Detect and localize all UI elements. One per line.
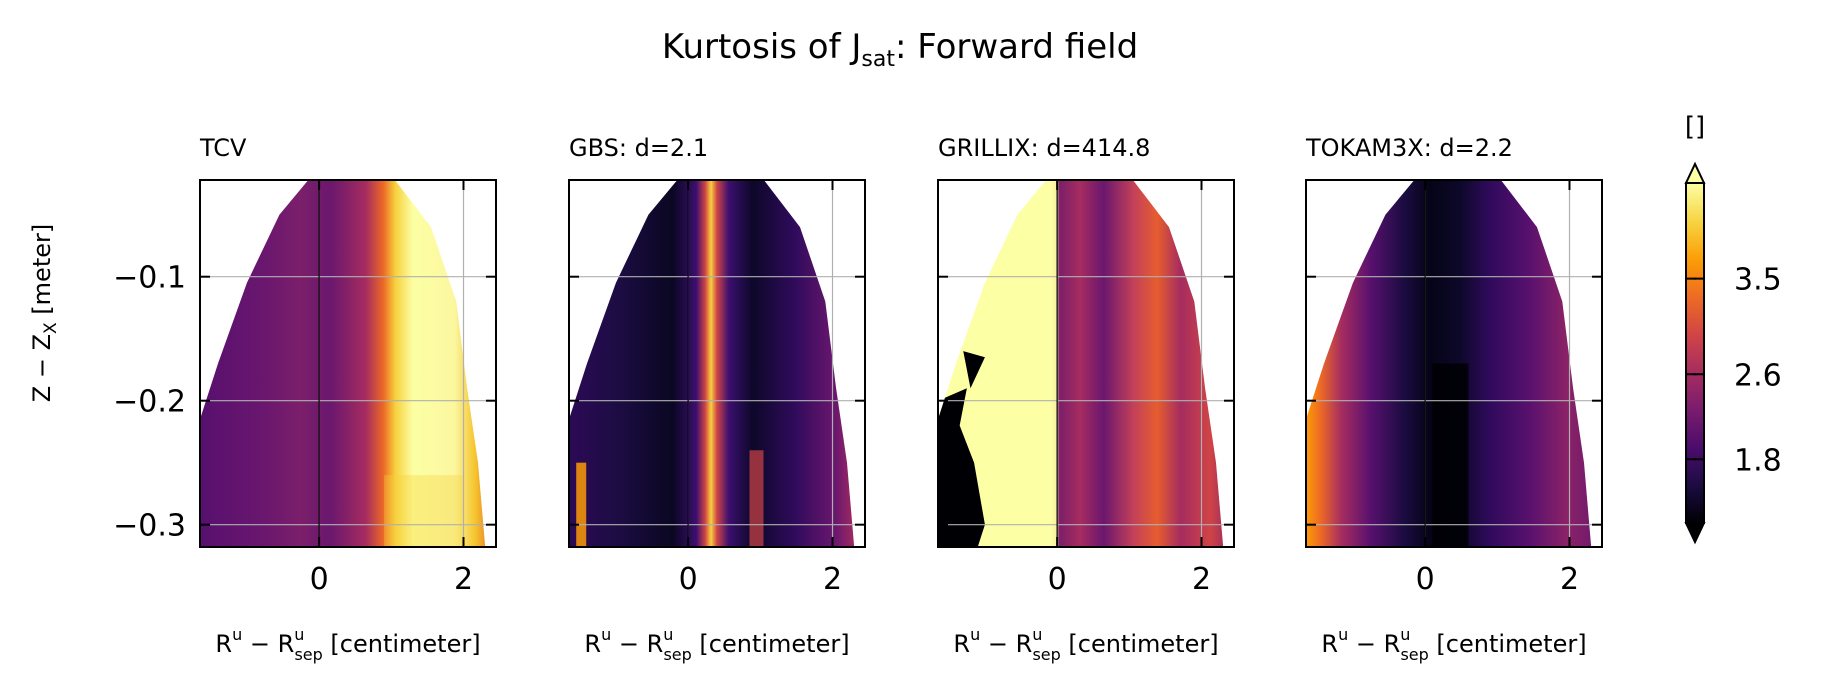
heatmap-field (938, 180, 1224, 547)
heatmap-field (1306, 180, 1592, 547)
ticks (938, 180, 1234, 547)
axes-frame (1305, 179, 1603, 548)
x-axis-label: Ru − Ru sep [centimeter] (215, 625, 480, 664)
panel-title: TOKAM3X: d=2.2 (1305, 134, 1513, 162)
panel-3: GRILLIX: d=414.8 0 2 Ru − Ru sep [centimeter… (937, 134, 1235, 664)
x-tick-label: 2 (823, 562, 842, 597)
colorbar-label: [] (1685, 112, 1705, 142)
y-tick-label: −0.1 (113, 261, 186, 296)
panel-title: GBS: d=2.1 (569, 134, 708, 162)
x-tick-label: 2 (1192, 562, 1211, 597)
axes-frame (937, 179, 1235, 548)
axes-frame (199, 179, 497, 548)
x-tick-label: 0 (1048, 562, 1067, 597)
colorbar-tick-label: 3.5 (1734, 263, 1782, 298)
colorbar-extend-min (1684, 522, 1706, 545)
x-tick-label: 0 (310, 562, 329, 597)
x-axis-label: Ru − Ru sep [centimeter] (953, 625, 1218, 664)
y-axis-label: Z − ZX [meter] (28, 224, 61, 402)
panel-1: TCV 0 2 −0.1 −0.2 −0.3 Ru − Ru sep [centimeter] (113, 134, 497, 664)
panel-title: TCV (199, 134, 247, 162)
colorbar: [] 1.8 2.6 3.5 (1684, 112, 1782, 545)
y-tick-label: −0.3 (113, 509, 186, 544)
x-tick-label: 2 (1560, 562, 1579, 597)
x-axis-label: Ru − Ru sep [centimeter] (584, 625, 849, 664)
ticks (1306, 180, 1602, 547)
colorbar-tick-label: 2.6 (1734, 358, 1782, 393)
colorbar-extend-max (1684, 161, 1706, 184)
x-tick-label: 2 (454, 562, 473, 597)
panel-2: GBS: d=2.1 0 2 Ru − Ru sep [centimeter] (568, 134, 866, 664)
y-tick-label: −0.2 (113, 385, 186, 420)
panel-4: TOKAM3X: d=2.2 0 2 Ru − Ru sep [centimeter] (1305, 134, 1603, 664)
ticks (569, 180, 865, 547)
heatmap-field (569, 180, 855, 547)
figure-title: Kurtosis of Jsat: Forward field (662, 27, 1138, 72)
colorbar-body (1685, 182, 1705, 524)
ticks (200, 180, 496, 547)
axes-frame (568, 179, 866, 548)
x-tick-label: 0 (679, 562, 698, 597)
colorbar-tick-label: 1.8 (1734, 443, 1782, 478)
x-tick-label: 0 (1416, 562, 1435, 597)
heatmap-field (200, 180, 486, 547)
x-axis-label: Ru − Ru sep [centimeter] (1321, 625, 1586, 664)
panel-title: GRILLIX: d=414.8 (938, 134, 1150, 162)
